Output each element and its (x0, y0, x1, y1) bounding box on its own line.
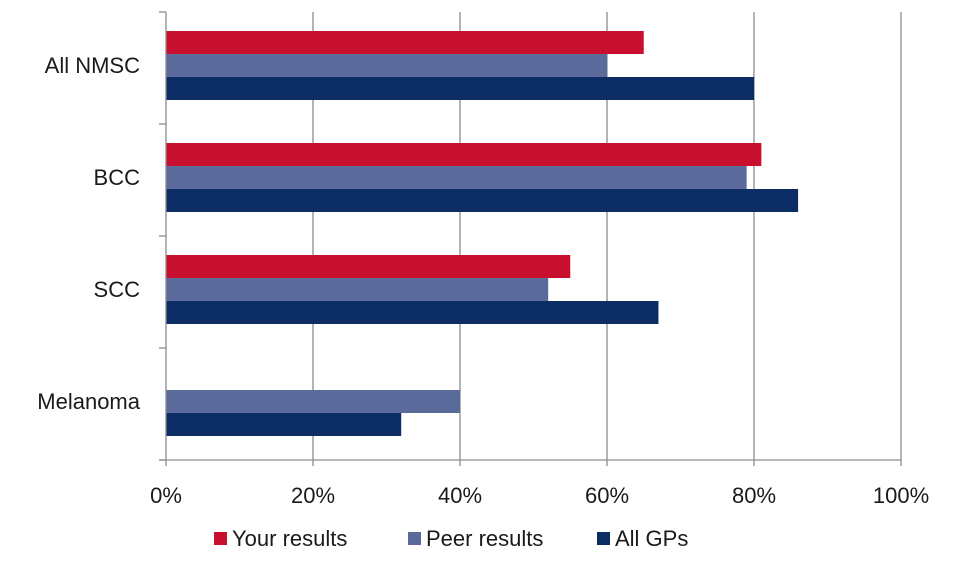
category-label: BCC (94, 165, 141, 190)
legend-swatch-your-results (214, 532, 227, 545)
category-label: All NMSC (45, 53, 140, 78)
legend: Your results Peer results All GPs (214, 526, 688, 551)
legend-swatch-all-gps (597, 532, 610, 545)
x-tick-label: 0% (150, 483, 182, 508)
bar-scc-all-gps (166, 301, 659, 324)
bar-melanoma-peer-results (166, 390, 460, 413)
x-tick-label: 80% (732, 483, 776, 508)
bar-all-nmsc-all-gps (166, 77, 754, 100)
legend-label: All GPs (615, 526, 688, 551)
legend-swatch-peer-results (408, 532, 421, 545)
bar-bcc-all-gps (166, 189, 799, 212)
category-label: Melanoma (37, 389, 140, 414)
category-label: SCC (94, 277, 141, 302)
legend-label: Your results (232, 526, 347, 551)
x-tick-label: 40% (438, 483, 482, 508)
x-tick-label: 20% (291, 483, 335, 508)
category-labels: All NMSC BCC SCC Melanoma (37, 53, 140, 414)
bar-scc-peer-results (166, 278, 549, 301)
bar-all-nmsc-peer-results (166, 54, 607, 77)
bars (166, 31, 799, 436)
x-tick-label: 60% (585, 483, 629, 508)
bar-bcc-your-results (166, 143, 762, 166)
legend-label: Peer results (426, 526, 543, 551)
tick-labels: 0% 20% 40% 60% 80% 100% (150, 483, 929, 508)
axes (159, 11, 902, 466)
bar-scc-your-results (166, 255, 571, 278)
bar-melanoma-all-gps (166, 413, 402, 436)
bar-bcc-peer-results (166, 166, 747, 189)
bar-all-nmsc-your-results (166, 31, 644, 54)
x-tick-label: 100% (873, 483, 929, 508)
